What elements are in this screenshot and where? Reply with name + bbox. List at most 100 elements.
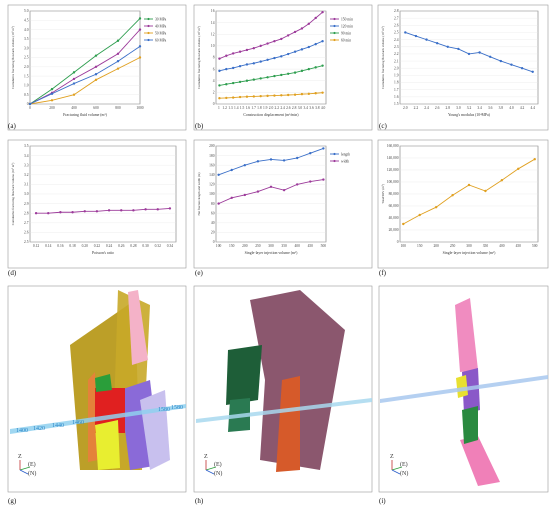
x-tick-label: 1000: [136, 106, 143, 110]
panel-border: [377, 139, 549, 269]
data-point: [499, 59, 503, 63]
data-point: [231, 52, 235, 55]
data-point: [225, 67, 228, 71]
data-point: [245, 63, 249, 66]
data-point: [252, 95, 256, 98]
y-tick-label: 2.1: [394, 59, 399, 63]
y-tick-label: 4.0: [24, 28, 29, 32]
data-point: [138, 17, 142, 20]
y-tick-label: 2.5: [394, 31, 399, 35]
x-axis-label: Single-layer injection volume (m³): [245, 251, 298, 255]
data-point: [144, 208, 147, 211]
y-tick-label: 140: [209, 173, 215, 177]
caption-b: (b): [195, 122, 204, 130]
y-tick-label: 3.4: [24, 154, 29, 158]
legend-label: 30 MPa: [155, 17, 167, 21]
data-point: [273, 94, 276, 97]
y-axis-label: Cumulative fracturing flowback volume (1…: [11, 26, 15, 89]
x-tick-label: 400: [294, 244, 300, 248]
data-point: [293, 30, 297, 34]
data-point: [414, 34, 418, 38]
y-axis-label: Cumulative fracturing flowback volume (1…: [381, 26, 385, 89]
caption-g: (g): [8, 497, 17, 505]
panel-border: [7, 139, 187, 269]
y-tick-label: 160,000: [387, 144, 399, 149]
data-point: [280, 55, 283, 58]
data-point: [293, 50, 297, 53]
legend-label: 50 MPa: [155, 31, 167, 35]
y-axis-label: Total SRV (m³): [381, 184, 385, 204]
data-point: [72, 71, 76, 74]
y-tick-label: 0.5: [24, 93, 29, 97]
y-tick-label: 3.3: [24, 163, 29, 167]
data-point: [218, 57, 221, 60]
data-point: [533, 158, 536, 161]
data-point: [517, 167, 520, 170]
x-tick-label: 350: [281, 244, 287, 248]
data-point: [245, 79, 249, 82]
data-point: [107, 209, 111, 212]
data-point: [425, 38, 428, 41]
y-tick-label: 2.5: [24, 56, 29, 60]
data-point: [50, 99, 54, 102]
x-tick-label: 400: [499, 244, 505, 248]
model-panel-i: Z (E) (N): [378, 285, 549, 493]
data-point: [231, 81, 235, 85]
axis-label-e: (E): [28, 461, 36, 468]
legend-marker: [333, 31, 336, 35]
x-tick-label: 3.2: [467, 106, 472, 110]
x-tick-label: 200: [49, 106, 55, 110]
data-point: [94, 54, 98, 57]
series-line: [219, 92, 323, 99]
x-tick-label: 3.0: [298, 106, 303, 110]
axis-label-n-h: (N): [214, 470, 222, 477]
x-tick-label: 150: [417, 244, 423, 248]
axis-label-e-h: (E): [214, 461, 222, 468]
data-point: [156, 208, 159, 211]
data-point: [243, 193, 247, 197]
caption-h: (h): [195, 497, 204, 505]
fracture-plane-green: [95, 374, 112, 392]
mesh-plane-darkgreen: [226, 345, 262, 405]
x-tick-label: 350: [483, 244, 489, 248]
data-point: [266, 42, 269, 45]
data-point: [295, 183, 299, 186]
x-tick-label: 600: [93, 106, 99, 110]
data-point: [314, 16, 317, 20]
data-point: [94, 78, 98, 82]
y-tick-label: 2.8: [394, 9, 399, 13]
data-point: [225, 83, 228, 86]
series-line: [219, 65, 323, 86]
y-tick-label: 6: [213, 67, 215, 71]
data-point: [293, 93, 297, 96]
legend-label: 90 min: [341, 31, 351, 35]
x-tick-label: 2.8: [446, 106, 451, 110]
compass-axes-i: Z (E) (N): [390, 454, 408, 477]
data-point: [225, 54, 228, 57]
data-point: [259, 44, 262, 48]
data-point: [467, 183, 471, 187]
data-point: [307, 22, 311, 25]
data-point: [300, 69, 304, 73]
x-tick-label: 500: [321, 244, 327, 248]
x-axis-label: Single-layer injection volume (m³): [443, 251, 496, 255]
data-point: [293, 71, 297, 74]
data-point: [252, 62, 256, 65]
data-point: [116, 52, 120, 55]
data-point: [307, 45, 311, 49]
legend-label: width: [341, 159, 349, 163]
data-point: [321, 10, 324, 14]
y-tick-label: 3.0: [24, 46, 29, 50]
series-line: [219, 11, 323, 60]
data-point: [132, 209, 135, 212]
x-tick-label: 3.4: [303, 106, 308, 110]
data-point: [286, 93, 290, 97]
x-tick-label: 1: [218, 106, 220, 110]
data-point: [218, 69, 221, 73]
x-tick-label: 0: [29, 106, 31, 110]
data-point: [231, 66, 235, 70]
x-axis-label: Construction displacement (m³/min): [243, 113, 299, 117]
data-point: [478, 51, 481, 54]
depth-label-1420: 1420: [33, 426, 45, 432]
axis-label-n: (N): [28, 470, 36, 477]
